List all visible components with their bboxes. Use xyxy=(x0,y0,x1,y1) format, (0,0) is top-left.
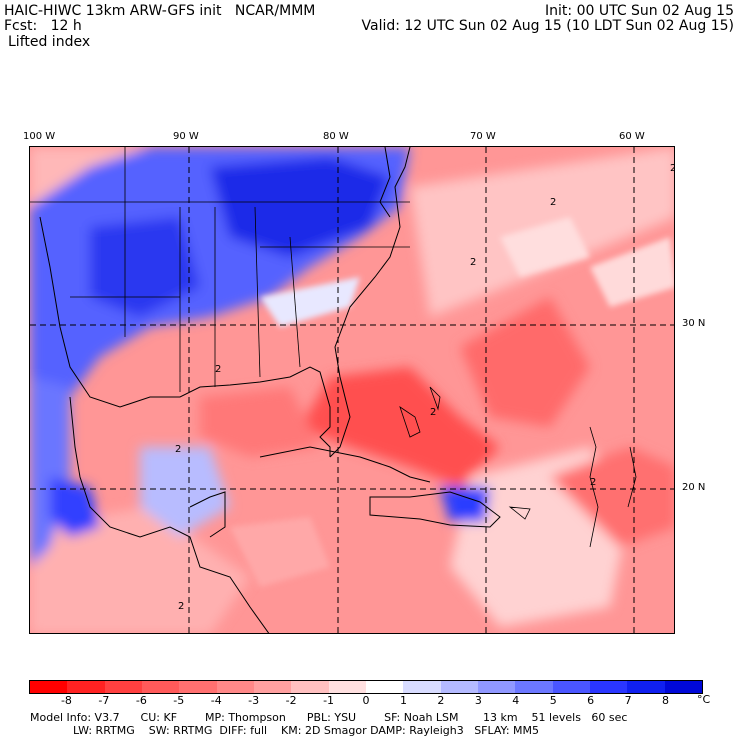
contour-label: 2 xyxy=(178,601,184,612)
field-detail xyxy=(230,217,674,587)
lon-label-90w: 90 W xyxy=(173,131,199,142)
colorbar-cell xyxy=(664,681,702,693)
colorbar-tick-label: -2 xyxy=(285,694,297,707)
field-name: Lifted index xyxy=(8,34,91,50)
colorbar-tick-label: -5 xyxy=(173,694,185,707)
islands xyxy=(399,386,637,548)
contour-label: 2 xyxy=(550,197,556,208)
colorbar-cell xyxy=(30,681,68,693)
lon-label-70w: 70 W xyxy=(470,131,496,142)
lifted-index-map: 2 2 2 2 2 2 2 2 xyxy=(29,146,675,634)
colorbar-cell xyxy=(141,681,180,693)
colorbar-cell xyxy=(104,681,142,693)
lat-label-20n: 20 N xyxy=(682,482,706,493)
colorbar-tick-label: 7 xyxy=(624,694,632,707)
colorbar-cell xyxy=(477,681,516,693)
lon-label-80w: 80 W xyxy=(323,131,349,142)
forecast-hour: Fcst: 12 h xyxy=(4,18,82,34)
colorbar-cell xyxy=(216,681,254,693)
colorbar-tick-label: -8 xyxy=(60,694,72,707)
valid-time: Valid: 12 UTC Sun 02 Aug 15 (10 LDT Sun … xyxy=(361,18,735,34)
colorbar-cell xyxy=(179,681,217,693)
coastlines xyxy=(39,147,501,633)
colorbar-cell xyxy=(253,681,292,693)
state-borders xyxy=(30,147,410,392)
colorbar-cell xyxy=(440,681,478,693)
lon-label-100w: 100 W xyxy=(23,131,56,142)
init-time: Init: 00 UTC Sun 02 Aug 15 xyxy=(545,3,734,19)
graticule xyxy=(30,147,674,633)
colorbar xyxy=(29,680,703,694)
contour-label: 2 xyxy=(175,444,181,455)
colorbar-unit: °C xyxy=(697,693,711,706)
model-title: HAIC-HIWC 13km ARW-GFS init NCAR/MMM xyxy=(4,3,316,19)
colorbar-tick-label: -3 xyxy=(248,694,260,707)
contour-label: 2 xyxy=(215,364,221,375)
contour-label: 2 xyxy=(470,257,476,268)
colorbar-cell xyxy=(67,681,105,693)
colorbar-cell xyxy=(589,681,628,693)
colorbar-cell xyxy=(403,681,441,693)
colorbar-tick-label: 4 xyxy=(512,694,520,707)
lat-label-30n: 30 N xyxy=(682,318,706,329)
colorbar-tick-label: 3 xyxy=(474,694,482,707)
colorbar-cell xyxy=(515,681,553,693)
colorbar-tick-label: 8 xyxy=(662,694,670,707)
colorbar-tick-label: 5 xyxy=(549,694,557,707)
colorbar-tick-label: 2 xyxy=(437,694,445,707)
colorbar-cell xyxy=(328,681,366,693)
contour-label: 2 xyxy=(590,477,596,488)
colorbar-cell xyxy=(627,681,665,693)
contour-labels: 2 2 2 2 2 2 2 2 xyxy=(175,163,675,612)
lon-label-60w: 60 W xyxy=(619,131,645,142)
model-info-line2: LW: RRTMG SW: RRTMG DIFF: full KM: 2D Sm… xyxy=(73,724,539,737)
colorbar-tick-label: -6 xyxy=(135,694,147,707)
colorbar-tick-label: -1 xyxy=(323,694,335,707)
contour-label: 2 xyxy=(670,163,675,174)
colorbar-tick-label: -7 xyxy=(98,694,110,707)
colorbar-tick-label: 0 xyxy=(362,694,370,707)
colorbar-cell xyxy=(365,681,404,693)
colorbar-tick-label: 1 xyxy=(399,694,407,707)
colorbar-tick-label: -4 xyxy=(210,694,222,707)
contour-label: 2 xyxy=(430,407,436,418)
model-info-line1: Model Info: V3.7 CU: KF MP: Thompson PBL… xyxy=(30,711,628,724)
colorbar-cell xyxy=(552,681,590,693)
map-canvas: 2 2 2 2 2 2 2 2 xyxy=(30,147,675,633)
colorbar-cell xyxy=(291,681,329,693)
colorbar-tick-label: 6 xyxy=(587,694,595,707)
